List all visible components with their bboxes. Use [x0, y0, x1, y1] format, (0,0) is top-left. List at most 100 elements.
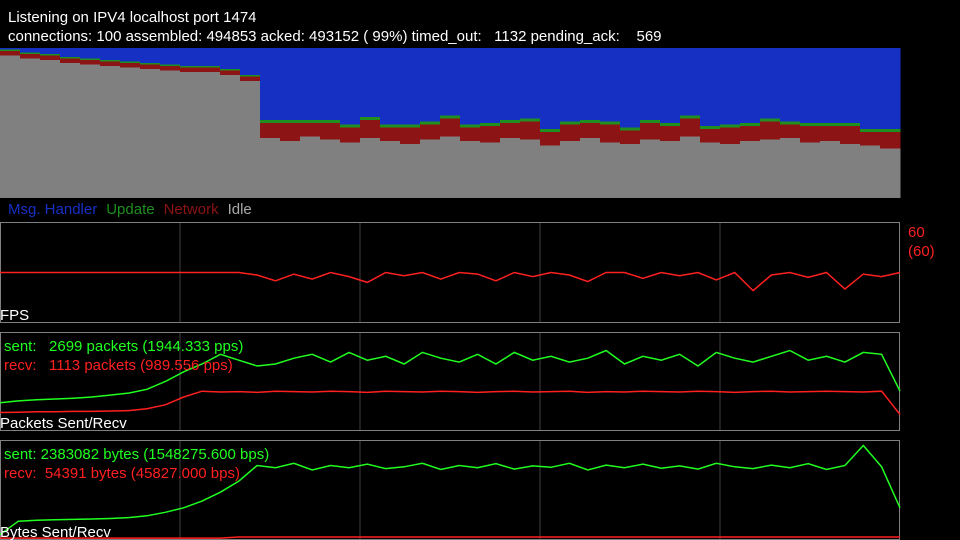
stack-segment [0, 49, 21, 51]
stack-segment [520, 118, 541, 122]
stack-segment [700, 142, 721, 198]
stack-segment [440, 48, 461, 116]
stack-segment [300, 123, 321, 137]
stack-segment [0, 55, 21, 198]
stack-segment [120, 48, 141, 62]
stack-segment [580, 48, 601, 120]
stack-segment [220, 69, 241, 71]
stack-segment [40, 54, 61, 56]
stack-segment [440, 136, 461, 198]
stack-segment [840, 144, 861, 198]
stack-segment [520, 139, 541, 198]
stack-segment [160, 66, 181, 71]
stack-segment [700, 48, 721, 126]
stack-segment [680, 136, 701, 198]
stack-segment [740, 48, 761, 123]
stack-segment [820, 123, 841, 126]
stack-segment [180, 66, 201, 68]
stack-segment [500, 120, 521, 123]
stack-segment [440, 115, 461, 119]
stack-segment [460, 127, 481, 141]
stack-segment [780, 138, 801, 198]
stack-segment [240, 76, 261, 81]
stack-segment [400, 144, 421, 198]
stack-segment [520, 48, 541, 119]
panel-label: Bytes Sent/Recv [0, 524, 111, 540]
stack-segment [600, 121, 621, 125]
stack-segment [420, 48, 441, 122]
series-line [0, 444, 901, 536]
series-label: sent: 2383082 bytes (1548275.600 bps) [4, 446, 269, 463]
stack-segment [660, 48, 681, 123]
stack-segment [280, 141, 301, 198]
stack-segment [240, 81, 261, 198]
stack-segment [100, 61, 121, 66]
stack-segment [260, 138, 281, 198]
stack-segment [160, 64, 181, 66]
stack-segment [820, 126, 841, 141]
stack-segment [620, 130, 641, 144]
stack-segment [260, 120, 281, 123]
stack-segment [880, 129, 901, 132]
stack-segment [180, 67, 201, 72]
stack-segment [620, 127, 641, 131]
stack-segment [340, 127, 361, 143]
stack-segment [580, 120, 601, 123]
header-line: Listening on IPV4 localhost port 1474 [8, 9, 257, 26]
stack-segment [740, 141, 761, 198]
stack-segment [760, 139, 781, 198]
stack-segment [40, 60, 61, 198]
stack-segment [200, 48, 221, 66]
stack-segment [780, 124, 801, 138]
stack-segment [820, 48, 841, 123]
stack-segment [200, 67, 221, 72]
stack-segment [560, 124, 581, 141]
stack-segment [500, 123, 521, 138]
legend-entry: Msg. Handler [8, 201, 97, 218]
stack-segment [580, 138, 601, 198]
stack-segment [360, 117, 381, 120]
stack-segment [400, 127, 421, 144]
stack-segment [300, 136, 321, 198]
stack-segment [500, 48, 521, 120]
stack-segment [600, 124, 621, 143]
stack-segment [60, 57, 81, 59]
stack-segment [180, 48, 201, 66]
stack-segment [400, 124, 421, 128]
stack-segment [140, 48, 161, 63]
stack-segment [360, 138, 381, 198]
stack-segment [120, 67, 141, 198]
stack-segment [160, 70, 181, 198]
legend-entry: Update [106, 201, 154, 218]
series-label: recv: 54391 bytes (45827.000 bps) [4, 465, 240, 482]
stack-segment [540, 48, 561, 129]
stack-segment [380, 141, 401, 198]
stack-segment [860, 145, 881, 198]
stack-segment [160, 48, 181, 65]
series-line [0, 349, 901, 404]
stack-segment [540, 132, 561, 146]
stack-segment [80, 58, 101, 60]
stack-segment [800, 126, 821, 143]
header-line: connections: 100 assembled: 494853 acked… [8, 28, 662, 45]
stack-segment [200, 72, 221, 198]
stack-segment [560, 48, 581, 122]
stack-segment [140, 64, 161, 69]
stack-segment [840, 126, 861, 144]
stack-segment [100, 60, 121, 62]
stack-segment [680, 118, 701, 137]
stack-segment [340, 48, 361, 125]
stack-segment [660, 126, 681, 141]
stack-segment [220, 70, 241, 75]
stack-segment [860, 48, 881, 129]
series-line [0, 390, 901, 415]
stack-segment [640, 139, 661, 198]
stack-segment [880, 132, 901, 149]
stack-segment [20, 48, 41, 53]
stack-segment [100, 66, 121, 198]
stack-segment [720, 144, 741, 198]
stack-segment [100, 48, 121, 60]
stack-segment [380, 48, 401, 125]
stack-segment [680, 48, 701, 116]
